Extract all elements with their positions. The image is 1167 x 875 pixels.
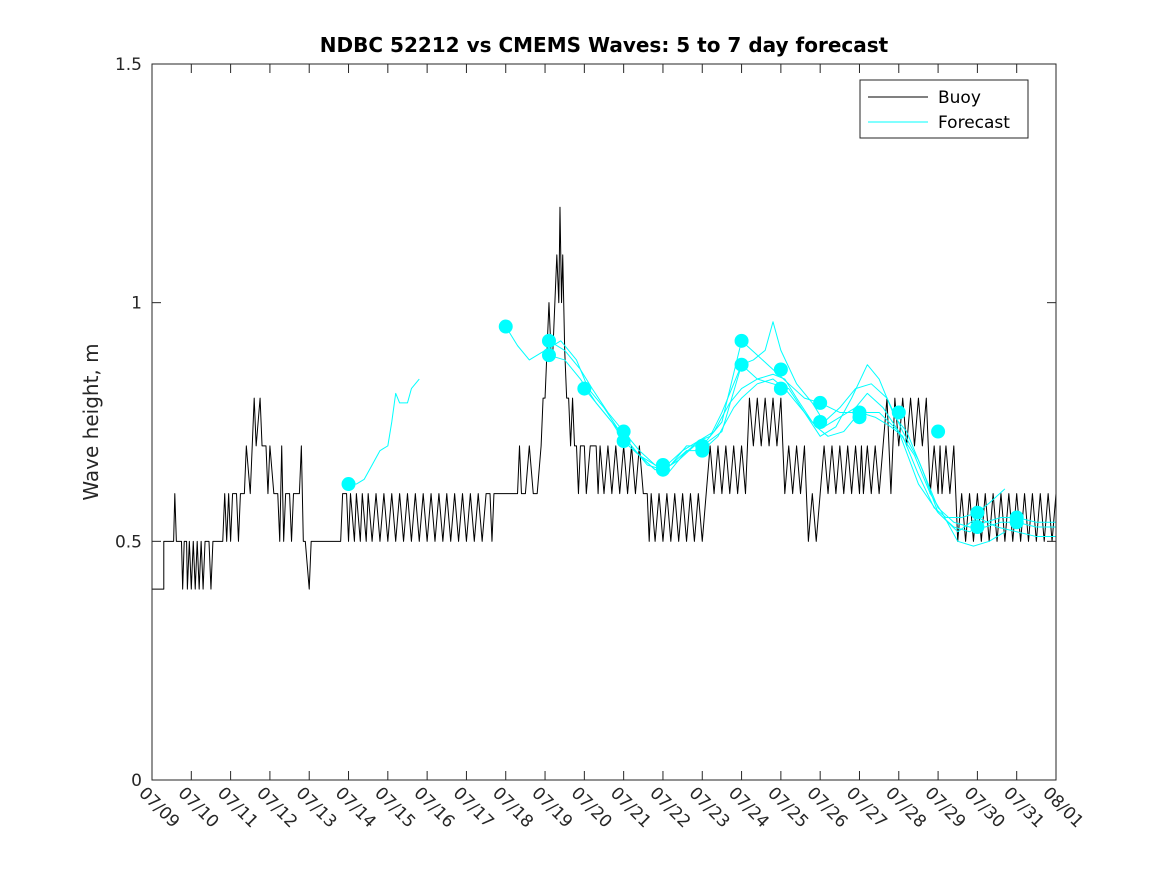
plot-frame — [151, 63, 1057, 781]
x-tick-label: 07/19 — [528, 783, 577, 832]
x-tick-label: 07/17 — [449, 783, 498, 832]
forecast-marker — [655, 462, 670, 477]
forecast-marker — [891, 405, 906, 420]
legend-forecast-label: Forecast — [938, 113, 1010, 133]
x-tick-label: 07/13 — [292, 783, 341, 832]
forecast-marker — [773, 381, 788, 396]
x-tick-label: 07/30 — [960, 783, 1009, 832]
x-tick-label: 07/20 — [567, 783, 616, 832]
legend-box — [859, 79, 1029, 139]
y-tick-label: 0.5 — [115, 532, 142, 552]
x-tick-label: 07/28 — [881, 783, 930, 832]
x-tick-label: 07/31 — [999, 783, 1048, 832]
x-tick-label: 07/21 — [606, 783, 655, 832]
x-tick-label: 07/09 — [134, 783, 183, 832]
forecast-marker — [541, 333, 556, 348]
x-tick-label: 07/25 — [763, 783, 812, 832]
forecast-marker — [970, 520, 985, 535]
forecast-marker — [734, 333, 749, 348]
x-tick-label: 07/22 — [645, 783, 694, 832]
forecast-marker — [695, 443, 710, 458]
x-tick-label: 07/16 — [410, 783, 459, 832]
forecast-marker — [541, 348, 556, 363]
forecast-marker — [734, 357, 749, 372]
x-tick-label: 07/15 — [370, 783, 419, 832]
legend: Buoy Forecast — [859, 79, 1029, 139]
x-tick-label: 07/26 — [803, 783, 852, 832]
x-tick-label: 07/14 — [331, 783, 380, 832]
forecast-marker — [577, 381, 592, 396]
x-tick-label: 07/29 — [921, 783, 970, 832]
forecast-series-line-3 — [548, 321, 1056, 528]
forecast-marker — [813, 415, 828, 429]
plot-area — [152, 64, 1056, 780]
forecast-marker — [970, 505, 985, 520]
forecast-marker — [1009, 515, 1024, 530]
y-tick-label: 0 — [131, 771, 142, 791]
y-axis-title: Wave height, m — [79, 343, 103, 500]
x-tick-label: 07/18 — [488, 783, 537, 832]
x-tick-label: 07/24 — [724, 783, 773, 832]
forecast-marker — [813, 395, 828, 410]
x-tick-label: 07/27 — [842, 783, 891, 832]
forecast-marker — [498, 319, 513, 334]
chart-title: NDBC 52212 vs CMEMS Waves: 5 to 7 day fo… — [320, 33, 889, 57]
forecast-series-line-5 — [583, 373, 1006, 547]
y-tick-label: 1.5 — [115, 55, 142, 75]
x-tick-label: 07/11 — [213, 783, 262, 832]
x-tick-label: 08/01 — [1038, 783, 1087, 832]
buoy-series-line — [152, 206, 1056, 590]
x-tick-label: 07/10 — [174, 783, 223, 832]
forecast-marker — [616, 434, 631, 449]
forecast-marker — [773, 362, 788, 377]
forecast-marker — [852, 410, 867, 425]
x-tick-label: 07/23 — [685, 783, 734, 832]
x-tick-label: 07/12 — [252, 783, 301, 832]
forecast-marker — [931, 424, 946, 439]
forecast-series-line-1 — [348, 378, 420, 485]
forecast-marker — [341, 477, 356, 492]
legend-buoy-label: Buoy — [938, 88, 981, 108]
y-tick-label: 1 — [131, 294, 142, 314]
